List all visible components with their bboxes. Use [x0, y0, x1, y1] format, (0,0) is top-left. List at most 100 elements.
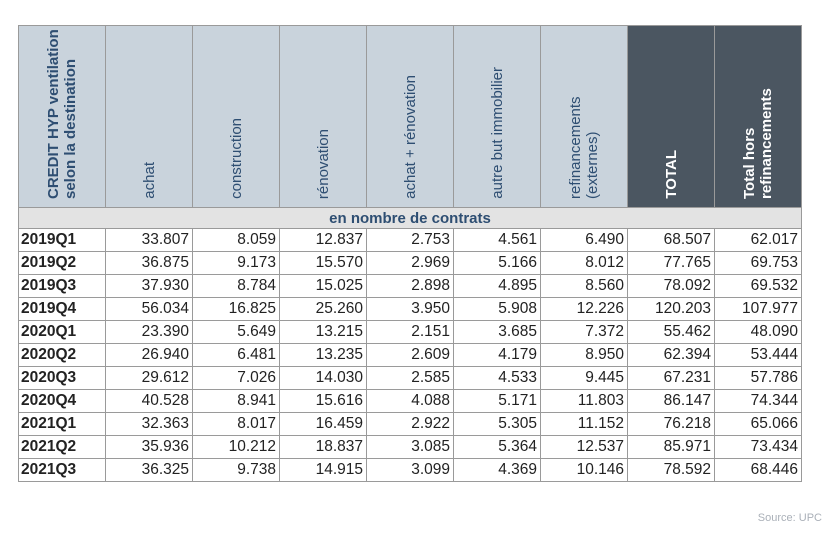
cell-value: 15.025 — [279, 274, 367, 298]
cell-value: 2.898 — [366, 274, 454, 298]
cell-value: 11.803 — [540, 389, 628, 413]
cell-value: 74.344 — [714, 389, 802, 413]
column-header: rénovation — [279, 25, 367, 208]
subheader-row: en nombre de contrats — [18, 207, 802, 229]
cell-value: 53.444 — [714, 343, 802, 367]
table-body: en nombre de contrats 2019Q1 33.807 8.059 1… — [18, 207, 802, 482]
cell-value: 12.537 — [540, 435, 628, 459]
cell-value: 11.152 — [540, 412, 628, 436]
cell-value: 3.950 — [366, 297, 454, 321]
row-label: 2020Q4 — [18, 389, 106, 413]
data-row: 2019Q2 36.875 9.173 15.570 2.969 5.166 8.012 77… — [18, 251, 802, 275]
column-header: CREDIT HYP ventilation selon la destinat… — [18, 25, 106, 208]
cell-value: 13.215 — [279, 320, 367, 344]
cell-value: 7.026 — [192, 366, 280, 390]
cell-value: 8.012 — [540, 251, 628, 275]
cell-value: 4.533 — [453, 366, 541, 390]
column-header-text: construction — [227, 118, 245, 199]
row-label: 2019Q2 — [18, 251, 106, 275]
column-header: autre but immobilier — [453, 25, 541, 208]
cell-value: 3.685 — [453, 320, 541, 344]
column-header-text: refinancements (externes) — [567, 96, 601, 199]
cell-value: 26.940 — [105, 343, 193, 367]
data-row: 2021Q1 32.363 8.017 16.459 2.922 5.305 11.152 7… — [18, 412, 802, 436]
cell-value: 5.305 — [453, 412, 541, 436]
row-label: 2021Q3 — [18, 458, 106, 482]
data-row: 2021Q2 35.936 10.212 18.837 3.085 5.364 12.537… — [18, 435, 802, 459]
row-label: 2021Q1 — [18, 412, 106, 436]
column-header: refinancements (externes) — [540, 25, 628, 208]
cell-value: 107.977 — [714, 297, 802, 321]
cell-value: 3.085 — [366, 435, 454, 459]
cell-value: 68.446 — [714, 458, 802, 482]
cell-value: 8.784 — [192, 274, 280, 298]
cell-value: 62.394 — [627, 343, 715, 367]
cell-value: 5.908 — [453, 297, 541, 321]
cell-value: 65.066 — [714, 412, 802, 436]
column-header: achat + rénovation — [366, 25, 454, 208]
cell-value: 56.034 — [105, 297, 193, 321]
cell-value: 4.369 — [453, 458, 541, 482]
cell-value: 48.090 — [714, 320, 802, 344]
data-row: 2020Q4 40.528 8.941 15.616 4.088 5.171 11.803 8… — [18, 389, 802, 413]
cell-value: 36.325 — [105, 458, 193, 482]
row-label: 2019Q4 — [18, 297, 106, 321]
cell-value: 8.950 — [540, 343, 628, 367]
cell-value: 37.930 — [105, 274, 193, 298]
row-label: 2019Q1 — [18, 228, 106, 252]
cell-value: 6.481 — [192, 343, 280, 367]
cell-value: 10.146 — [540, 458, 628, 482]
cell-value: 2.585 — [366, 366, 454, 390]
source: Source: UPC — [757, 512, 822, 524]
cell-value: 10.212 — [192, 435, 280, 459]
cell-value: 7.372 — [540, 320, 628, 344]
cell-value: 9.738 — [192, 458, 280, 482]
cell-value: 14.915 — [279, 458, 367, 482]
cell-value: 8.941 — [192, 389, 280, 413]
cell-value: 9.445 — [540, 366, 628, 390]
data-row: 2020Q2 26.940 6.481 13.235 2.609 4.179 8.950 62… — [18, 343, 802, 367]
cell-value: 76.218 — [627, 412, 715, 436]
column-header-text: achat — [140, 162, 158, 199]
header-row: CREDIT HYP ventilation selon la destinat… — [18, 25, 802, 208]
column-header-text: achat + rénovation — [401, 75, 419, 199]
cell-value: 15.616 — [279, 389, 367, 413]
row-label: 2020Q1 — [18, 320, 106, 344]
cell-value: 29.612 — [105, 366, 193, 390]
cell-value: 2.609 — [366, 343, 454, 367]
cell-value: 78.092 — [627, 274, 715, 298]
cell-value: 69.753 — [714, 251, 802, 275]
cell-value: 12.226 — [540, 297, 628, 321]
cell-value: 68.507 — [627, 228, 715, 252]
cell-value: 78.592 — [627, 458, 715, 482]
cell-value: 2.753 — [366, 228, 454, 252]
cell-value: 5.166 — [453, 251, 541, 275]
cell-value: 77.765 — [627, 251, 715, 275]
column-header: achat — [105, 25, 193, 208]
cell-value: 14.030 — [279, 366, 367, 390]
cell-value: 8.059 — [192, 228, 280, 252]
cell-value: 5.364 — [453, 435, 541, 459]
row-label: 2019Q3 — [18, 274, 106, 298]
cell-value: 15.570 — [279, 251, 367, 275]
data-row: 2019Q4 56.034 16.825 25.260 3.950 5.908 12.226… — [18, 297, 802, 321]
cell-value: 5.649 — [192, 320, 280, 344]
cell-value: 3.099 — [366, 458, 454, 482]
cell-value: 6.490 — [540, 228, 628, 252]
cell-value: 40.528 — [105, 389, 193, 413]
cell-value: 33.807 — [105, 228, 193, 252]
cell-value: 55.462 — [627, 320, 715, 344]
cell-value: 86.147 — [627, 389, 715, 413]
cell-value: 4.088 — [366, 389, 454, 413]
cell-value: 4.179 — [453, 343, 541, 367]
credit-table: CREDIT HYP ventilation selon la destinat… — [18, 25, 802, 482]
subheader: en nombre de contrats — [18, 207, 802, 229]
row-label: 2021Q2 — [18, 435, 106, 459]
cell-value: 36.875 — [105, 251, 193, 275]
column-header-text: autre but immobilier — [488, 67, 506, 199]
cell-value: 12.837 — [279, 228, 367, 252]
row-label: 2020Q3 — [18, 366, 106, 390]
cell-value: 35.936 — [105, 435, 193, 459]
row-label: 2020Q2 — [18, 343, 106, 367]
